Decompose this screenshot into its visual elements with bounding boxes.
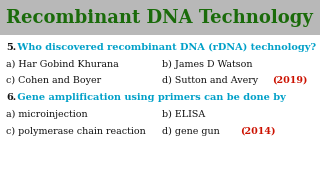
Text: Gene amplification using primers can be done by: Gene amplification using primers can be … — [14, 93, 286, 102]
Text: c) polymerase chain reaction: c) polymerase chain reaction — [6, 126, 146, 136]
FancyBboxPatch shape — [0, 0, 320, 35]
Text: 5.: 5. — [6, 42, 16, 51]
Text: a) Har Gobind Khurana: a) Har Gobind Khurana — [6, 60, 119, 69]
Text: Who discovered recombinant DNA (rDNA) technology?: Who discovered recombinant DNA (rDNA) te… — [14, 42, 316, 51]
Text: d) gene gun: d) gene gun — [162, 126, 220, 136]
Text: 6.: 6. — [6, 93, 16, 102]
Text: a) microinjection: a) microinjection — [6, 109, 88, 119]
Text: Recombinant DNA Technology: Recombinant DNA Technology — [6, 9, 313, 27]
Text: c) Cohen and Boyer: c) Cohen and Boyer — [6, 75, 101, 85]
Text: b) ELISA: b) ELISA — [162, 109, 205, 118]
Text: b) James D Watson: b) James D Watson — [162, 59, 252, 69]
Text: (2014): (2014) — [240, 127, 276, 136]
Text: (2019): (2019) — [272, 75, 308, 84]
Text: d) Sutton and Avery: d) Sutton and Avery — [162, 75, 258, 85]
